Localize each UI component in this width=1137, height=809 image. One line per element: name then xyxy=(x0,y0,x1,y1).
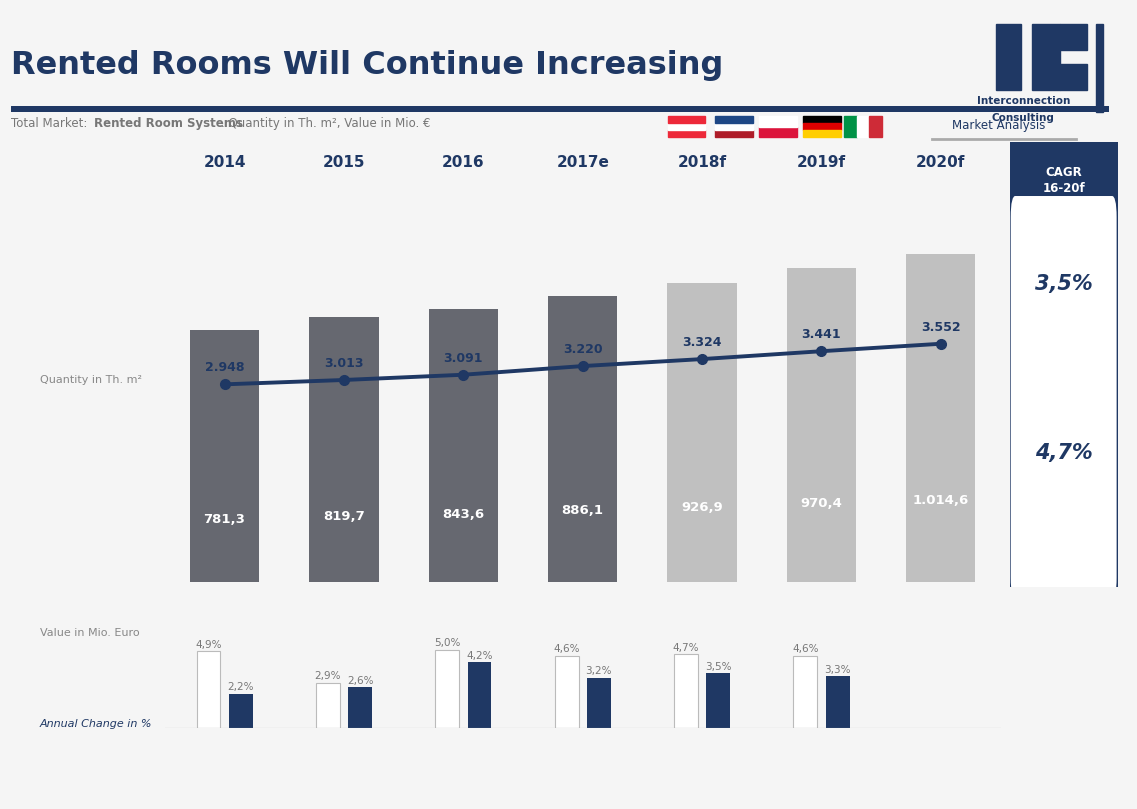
Text: 2014: 2014 xyxy=(204,155,246,171)
Bar xyxy=(760,127,797,137)
Bar xyxy=(309,317,379,582)
Text: 4,7%: 4,7% xyxy=(1035,443,1093,463)
Bar xyxy=(197,651,221,728)
Text: 4,9%: 4,9% xyxy=(196,640,222,650)
Bar xyxy=(555,656,579,728)
Bar xyxy=(1060,24,1087,50)
Bar xyxy=(715,130,753,137)
Bar xyxy=(429,310,498,582)
Text: 926,9: 926,9 xyxy=(681,501,723,514)
Text: Market Analysis: Market Analysis xyxy=(952,119,1045,132)
Bar xyxy=(825,676,849,728)
Text: 3.552: 3.552 xyxy=(921,320,961,333)
Bar xyxy=(803,123,840,130)
Text: 3.324: 3.324 xyxy=(682,336,722,349)
Text: Rented Room Systems: Rented Room Systems xyxy=(94,117,243,130)
Text: 2018f: 2018f xyxy=(678,155,727,171)
Bar xyxy=(1060,64,1087,90)
Text: 4,7%: 4,7% xyxy=(673,643,699,653)
Bar xyxy=(996,24,1021,90)
Text: 2.948: 2.948 xyxy=(205,362,244,375)
Text: 3.013: 3.013 xyxy=(324,357,364,370)
Text: 3,2%: 3,2% xyxy=(586,667,612,676)
Text: 2,6%: 2,6% xyxy=(347,676,373,686)
Text: CAGR
16-20f: CAGR 16-20f xyxy=(1043,166,1085,195)
Text: . Quantity in Th. m², Value in Mio. €: . Quantity in Th. m², Value in Mio. € xyxy=(221,117,431,130)
Bar xyxy=(190,329,259,582)
Bar xyxy=(435,650,459,728)
Bar xyxy=(906,254,976,582)
Text: 970,4: 970,4 xyxy=(800,498,843,510)
Bar xyxy=(548,296,617,582)
Text: Consulting: Consulting xyxy=(991,113,1055,123)
FancyBboxPatch shape xyxy=(1010,129,1118,233)
Text: 4,6%: 4,6% xyxy=(554,645,580,654)
Text: Total Market:: Total Market: xyxy=(11,117,91,130)
Bar xyxy=(803,130,840,137)
Text: 1.014,6: 1.014,6 xyxy=(913,494,969,507)
Text: 4,6%: 4,6% xyxy=(792,645,819,654)
Bar xyxy=(587,678,611,728)
Bar xyxy=(844,116,856,137)
Text: 2016: 2016 xyxy=(442,155,484,171)
Bar xyxy=(1032,24,1060,90)
Bar xyxy=(706,673,730,728)
Bar xyxy=(229,693,252,728)
Text: 843,6: 843,6 xyxy=(442,508,484,521)
Text: 3.441: 3.441 xyxy=(802,328,841,341)
Text: 3,5%: 3,5% xyxy=(705,662,731,671)
Text: 2019f: 2019f xyxy=(797,155,846,171)
Text: 2,9%: 2,9% xyxy=(315,671,341,681)
Text: 4,2%: 4,2% xyxy=(466,650,492,661)
Bar xyxy=(667,123,705,130)
Bar xyxy=(667,282,737,582)
Text: 886,1: 886,1 xyxy=(562,504,604,517)
Bar xyxy=(803,116,840,123)
Bar xyxy=(869,116,881,137)
Bar xyxy=(348,688,372,728)
Text: 819,7: 819,7 xyxy=(323,510,365,523)
Text: 3,3%: 3,3% xyxy=(824,665,850,675)
Bar xyxy=(667,116,705,123)
Text: Quantity in Th. m²: Quantity in Th. m² xyxy=(40,375,142,385)
Bar xyxy=(715,116,753,123)
Text: 5,0%: 5,0% xyxy=(434,638,460,648)
Bar xyxy=(674,654,698,728)
Bar xyxy=(856,116,869,137)
FancyBboxPatch shape xyxy=(1010,195,1118,600)
Text: 2017e: 2017e xyxy=(556,155,609,171)
Text: 2,2%: 2,2% xyxy=(227,682,254,692)
Text: Rented Rooms Will Continue Increasing: Rented Rooms Will Continue Increasing xyxy=(11,49,724,81)
Text: Value in Mio. Euro: Value in Mio. Euro xyxy=(40,628,140,637)
Text: 781,3: 781,3 xyxy=(204,513,246,526)
Bar xyxy=(715,123,753,130)
Bar xyxy=(787,269,856,582)
Text: 2015: 2015 xyxy=(323,155,365,171)
Bar xyxy=(760,116,797,127)
Text: 3,5%: 3,5% xyxy=(1035,274,1093,294)
Text: 3.091: 3.091 xyxy=(443,352,483,365)
Bar xyxy=(667,130,705,137)
Bar xyxy=(794,656,818,728)
Text: 2020f: 2020f xyxy=(916,155,965,171)
Bar xyxy=(467,663,491,728)
Bar xyxy=(316,683,340,728)
Text: 3.220: 3.220 xyxy=(563,343,603,356)
Text: Annual Change in %: Annual Change in % xyxy=(40,719,152,729)
Text: Interconnection: Interconnection xyxy=(977,96,1070,106)
Bar xyxy=(1096,24,1103,112)
